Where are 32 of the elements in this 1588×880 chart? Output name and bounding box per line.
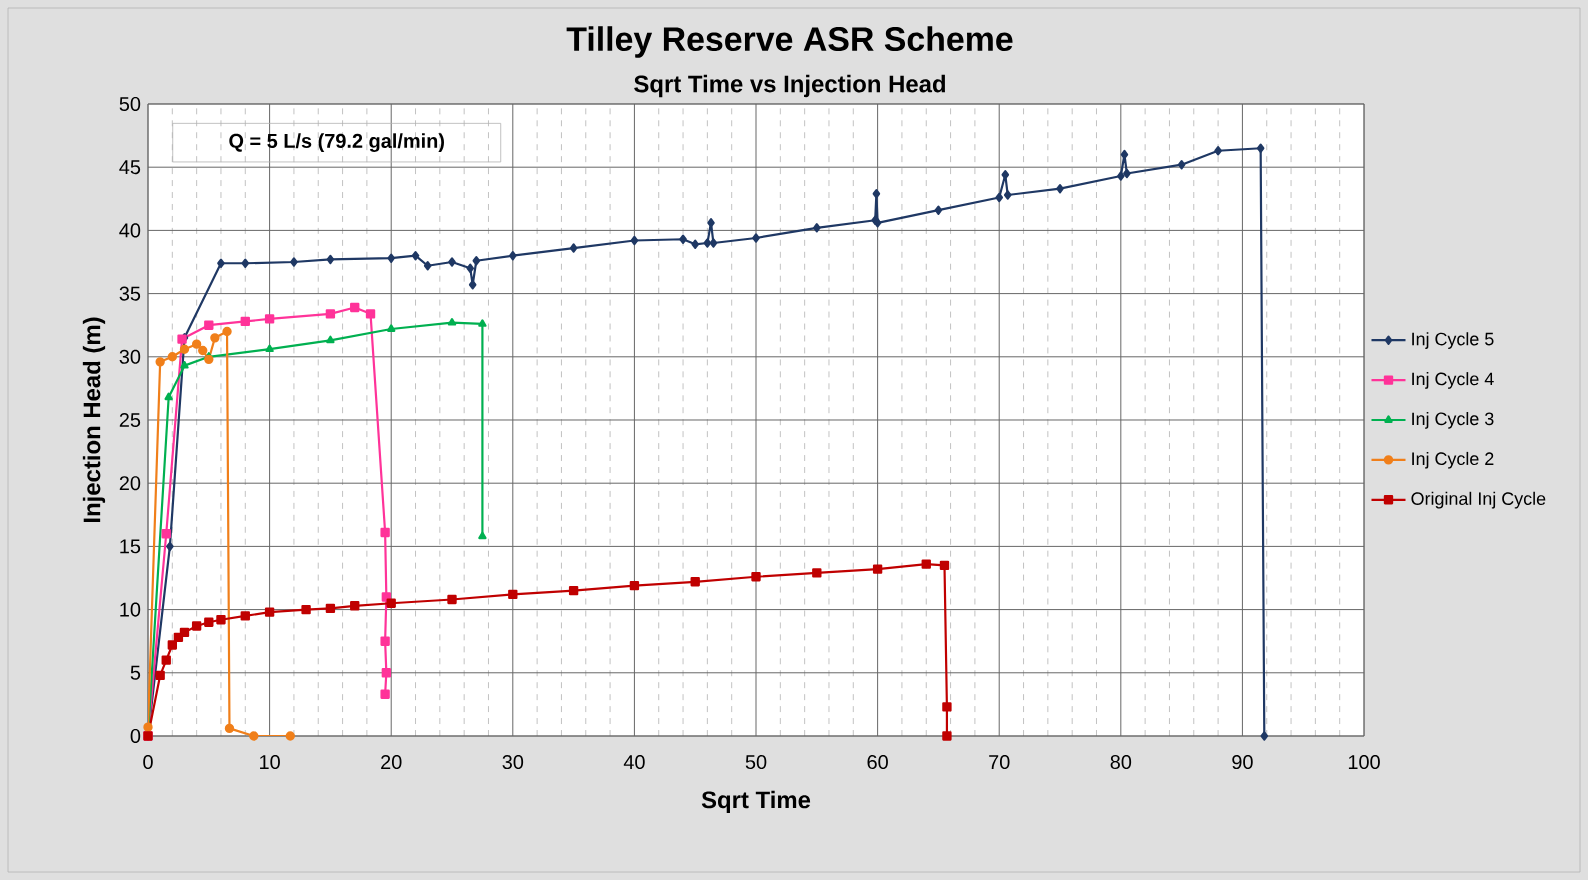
x-tick-label: 80 xyxy=(1110,755,1132,770)
x-tick-label: 60 xyxy=(867,755,888,770)
annotation: Q = 5 L/s (79.2 gal/min) xyxy=(229,133,444,152)
legend-label: Inj Cycle 2 xyxy=(1412,451,1494,469)
x-axis-title: Sqrt Time xyxy=(701,790,811,814)
x-tick-label: 40 xyxy=(623,755,645,770)
x-tick-label: 10 xyxy=(260,755,280,770)
legend-label: Original Inj Cycle xyxy=(1411,491,1546,509)
y-tick-label: 50 xyxy=(119,96,141,112)
chart-subtitle: Sqrt Time vs Injection Head xyxy=(634,74,945,98)
y-tick-label: 40 xyxy=(119,223,141,238)
chart-title: Tilley Reserve ASR Scheme xyxy=(566,26,1013,58)
y-tick-label: 15 xyxy=(120,539,141,554)
y-tick-label: 20 xyxy=(119,476,141,491)
y-tick-label: 5 xyxy=(130,665,141,680)
x-tick-label: 90 xyxy=(1232,755,1253,770)
legend-label: Inj Cycle 4 xyxy=(1412,372,1494,389)
y-tick-label: 30 xyxy=(119,349,141,364)
legend-label: Inj Cycle 5 xyxy=(1412,332,1494,349)
legend-label: Inj Cycle 3 xyxy=(1412,412,1494,429)
x-tick-label: 0 xyxy=(143,755,153,770)
x-tick-label: 70 xyxy=(989,755,1010,770)
y-axis-title: Injection Head (m) xyxy=(82,317,106,523)
x-tick-label: 20 xyxy=(381,755,402,770)
y-tick-label: 0 xyxy=(130,728,141,744)
y-tick-label: 35 xyxy=(119,286,141,301)
x-tick-label: 50 xyxy=(745,755,767,770)
y-tick-label: 10 xyxy=(120,602,141,617)
y-tick-label: 25 xyxy=(119,412,141,428)
x-tick-label: 100 xyxy=(1348,755,1380,770)
y-tick-label: 45 xyxy=(119,160,141,175)
x-tick-label: 30 xyxy=(502,755,524,770)
